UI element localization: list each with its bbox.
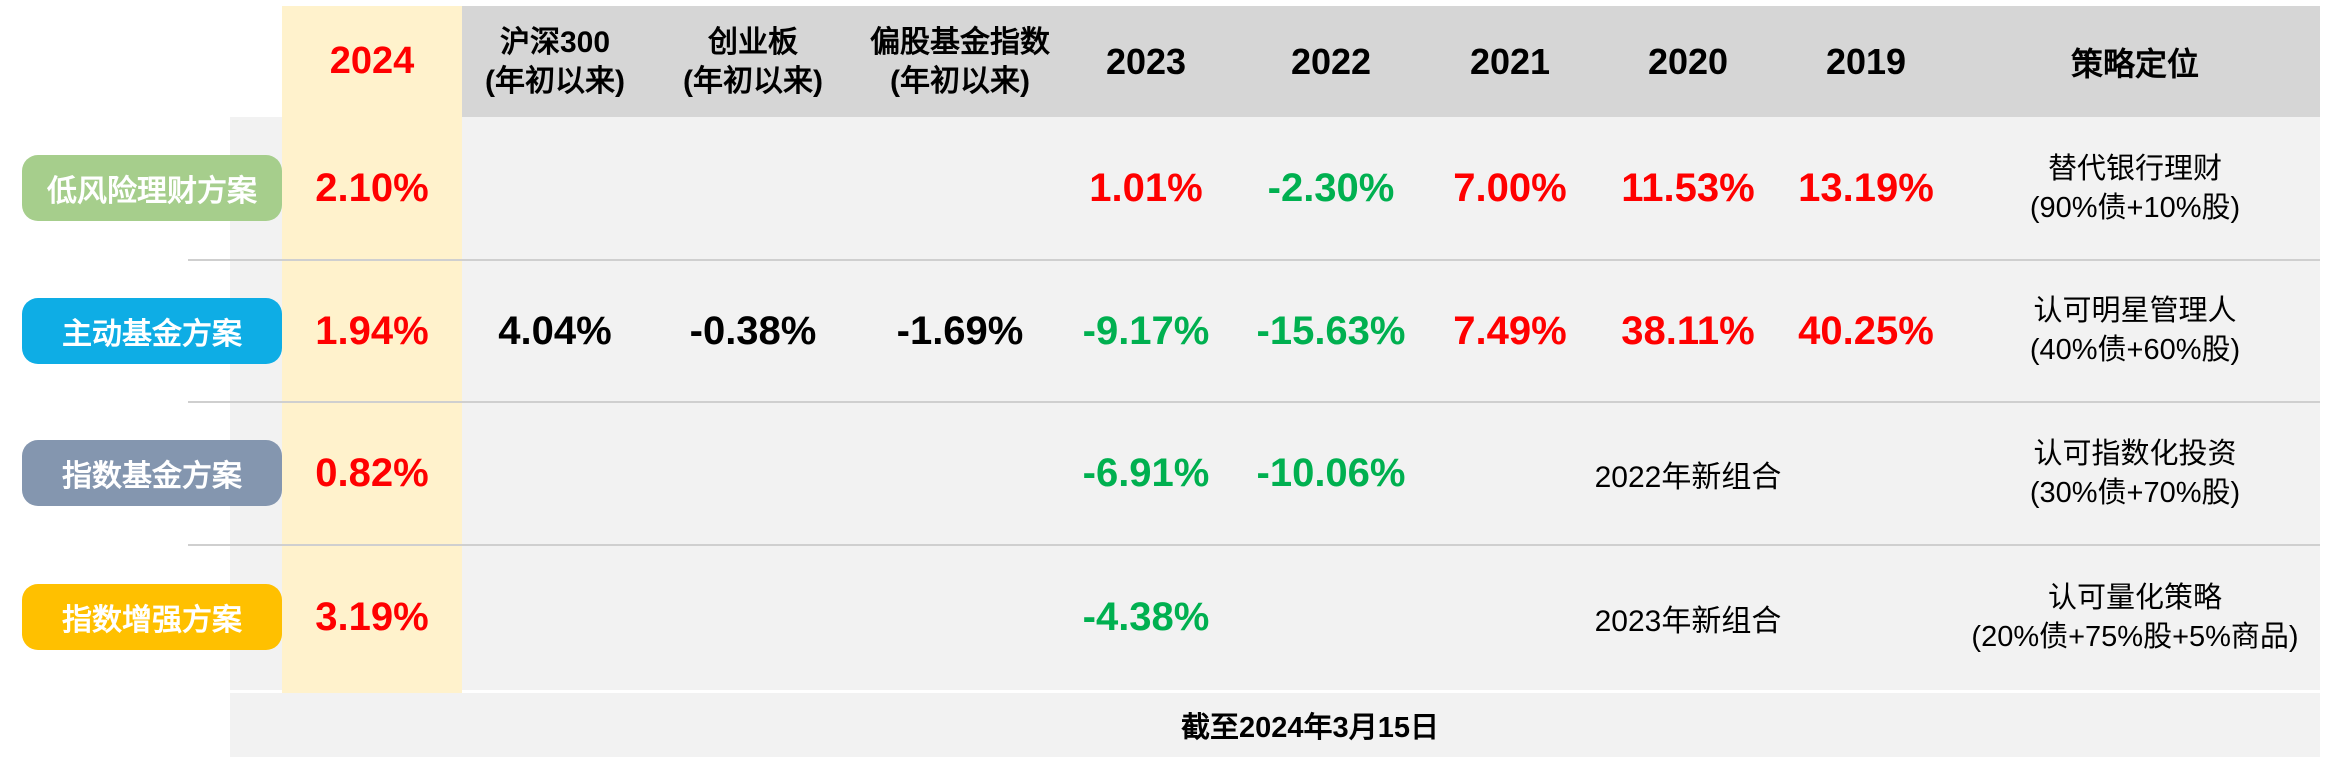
cell-enhanced-2023: -4.38% <box>1082 595 1210 639</box>
strategy-line1: 认可指数化投资 <box>2033 437 2237 470</box>
strategy-line1: 认可明星管理人 <box>2033 295 2237 327</box>
strategy-line2: (40%债+60%股) <box>2029 334 2241 366</box>
cell-enhanced-2024: 3.19% <box>315 595 429 639</box>
cell-index-2022: -10.06% <box>1256 451 1406 495</box>
row-divider <box>188 544 2320 546</box>
cell-active-equity-fund-index: -1.69% <box>896 308 1024 353</box>
strategy-line2: (30%债+70%股) <box>2029 476 2241 509</box>
plan-label-index-fund: 指数基金方案 <box>22 440 282 506</box>
cell-active-chinext: -0.38% <box>689 308 817 353</box>
strategy-line1: 替代银行理财 <box>2047 152 2222 185</box>
strategy-line1: 认可量化策略 <box>2047 581 2222 614</box>
column-2024-highlight <box>282 6 462 693</box>
table-body-background <box>230 117 2320 690</box>
cell-active-2024: 1.94% <box>315 308 429 353</box>
header-2020: 2020 <box>1647 40 1729 82</box>
cell-active-2021: 7.49% <box>1453 308 1567 353</box>
plan-label-low-risk: 低风险理财方案 <box>22 155 282 221</box>
plan-label-index-enhanced: 指数增强方案 <box>22 584 282 650</box>
as-of-date-note: 截至2024年3月15日 <box>1181 712 1439 744</box>
header-2024: 2024 <box>329 40 415 82</box>
header-equity-fund-index: 偏股基金指数 (年初以来) <box>870 25 1050 98</box>
header-2021: 2021 <box>1469 40 1551 82</box>
cell-low-risk-2024: 2.10% <box>315 166 429 210</box>
cell-low-risk-2023: 1.01% <box>1089 166 1203 210</box>
cell-index-2023: -6.91% <box>1082 451 1210 495</box>
cell-enhanced-strategy: 认可量化策略 (20%债+75%股+5%商品) <box>1925 545 2331 690</box>
cell-active-2022: -15.63% <box>1256 308 1406 353</box>
header-chinext: 创业板 (年初以来) <box>683 25 823 98</box>
cell-low-risk-2021: 7.00% <box>1453 166 1567 210</box>
cell-index-2024: 0.82% <box>315 451 429 495</box>
cell-index-strategy: 认可指数化投资 (30%债+70%股) <box>1925 402 2331 545</box>
cell-low-risk-2022: -2.30% <box>1267 166 1395 210</box>
cell-enhanced-2020-note: 2023年新组合 <box>1594 604 1782 638</box>
header-2023: 2023 <box>1105 40 1187 82</box>
cell-active-hs300: 4.04% <box>498 308 612 353</box>
header-2022: 2022 <box>1290 40 1372 82</box>
cell-index-2020-note: 2022年新组合 <box>1594 460 1782 494</box>
cell-low-risk-2020: 11.53% <box>1621 166 1755 210</box>
footer-background <box>230 693 2320 757</box>
strategy-line2: (90%债+10%股) <box>2029 191 2241 224</box>
strategy-line2: (20%债+75%股+5%商品) <box>1971 620 2299 653</box>
header-2019: 2019 <box>1825 40 1907 82</box>
row-divider <box>188 259 2320 261</box>
header-hs300: 沪深300 (年初以来) <box>485 25 625 98</box>
cell-low-risk-strategy: 替代银行理财 (90%债+10%股) <box>1925 117 2331 260</box>
row-divider <box>188 401 2320 403</box>
cell-active-2020: 38.11% <box>1621 308 1755 353</box>
cell-active-strategy: 认可明星管理人 (40%债+60%股) <box>1925 260 2331 402</box>
cell-active-2023: -9.17% <box>1082 308 1210 353</box>
header-strategy-positioning: 策略定位 <box>2070 45 2199 82</box>
plan-label-active-fund: 主动基金方案 <box>22 298 282 364</box>
cell-low-risk-2019: 13.19% <box>1798 166 1934 210</box>
cell-active-2019: 40.25% <box>1798 308 1934 353</box>
header-row-background <box>462 6 2320 117</box>
